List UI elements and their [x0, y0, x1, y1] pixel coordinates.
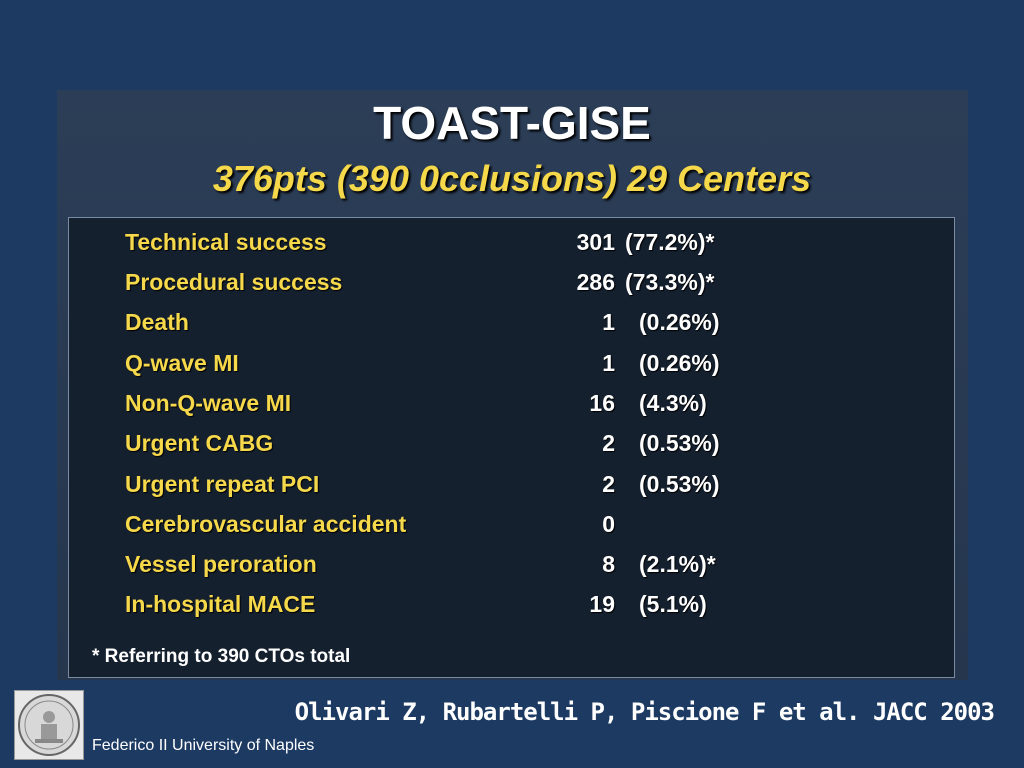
row-percent: (2.1%)* — [639, 551, 716, 577]
row-percent: (4.3%) — [639, 390, 707, 416]
row-count: 16 — [589, 390, 615, 416]
slide-subtitle: 376pts (390 0cclusions) 29 Centers — [212, 158, 812, 199]
footnote: * Referring to 390 CTOs total — [92, 646, 351, 667]
row-count: 0 — [602, 511, 615, 537]
row-label: Non-Q-wave MI — [125, 390, 292, 416]
institution-name: Federico II University of Naples — [92, 737, 315, 754]
row-percent: (0.26%) — [639, 350, 720, 376]
row-percent: (0.26%) — [639, 309, 720, 335]
row-label: In-hospital MACE — [125, 591, 316, 617]
row-count: 286 — [576, 269, 615, 295]
university-seal-icon — [14, 690, 84, 760]
row-label: Technical success — [125, 229, 327, 255]
table-row: Procedural success 286 (73.3%)* — [125, 269, 765, 299]
row-label: Cerebrovascular accident — [125, 511, 407, 537]
slide-title: TOAST-GISE — [373, 97, 651, 149]
table-row: Q-wave MI 1 (0.26%) — [125, 350, 765, 380]
row-label: Q-wave MI — [125, 350, 239, 376]
table-row: Urgent repeat PCI 2 (0.53%) — [125, 471, 765, 501]
row-percent: (77.2%)* — [625, 229, 715, 255]
row-count: 8 — [602, 551, 615, 577]
table-row: Urgent CABG 2 (0.53%) — [125, 430, 765, 460]
row-percent: (0.53%) — [639, 430, 720, 456]
row-label: Vessel peroration — [125, 551, 317, 577]
table-row: Non-Q-wave MI 16 (4.3%) — [125, 390, 765, 420]
row-percent: (5.1%) — [639, 591, 707, 617]
row-label: Urgent CABG — [125, 430, 274, 456]
citation: Olivari Z, Rubartelli P, Piscione F et a… — [294, 698, 995, 726]
row-percent: (73.3%)* — [625, 269, 715, 295]
row-count: 1 — [602, 309, 615, 335]
table-row: Vessel peroration 8 (2.1%)* — [125, 551, 765, 581]
table-row: In-hospital MACE 19 (5.1%) — [125, 591, 765, 621]
row-label: Death — [125, 309, 189, 335]
row-label: Urgent repeat PCI — [125, 471, 320, 497]
row-label: Procedural success — [125, 269, 343, 295]
row-count: 301 — [576, 229, 615, 255]
row-count: 2 — [602, 430, 615, 456]
row-count: 19 — [589, 591, 615, 617]
row-percent: (0.53%) — [639, 471, 720, 497]
table-row: Technical success 301 (77.2%)* — [125, 229, 765, 259]
row-count: 2 — [602, 471, 615, 497]
row-count: 1 — [602, 350, 615, 376]
table-row: Cerebrovascular accident 0 — [125, 511, 765, 541]
results-table — [68, 217, 955, 678]
table-row: Death 1 (0.26%) — [125, 309, 765, 339]
